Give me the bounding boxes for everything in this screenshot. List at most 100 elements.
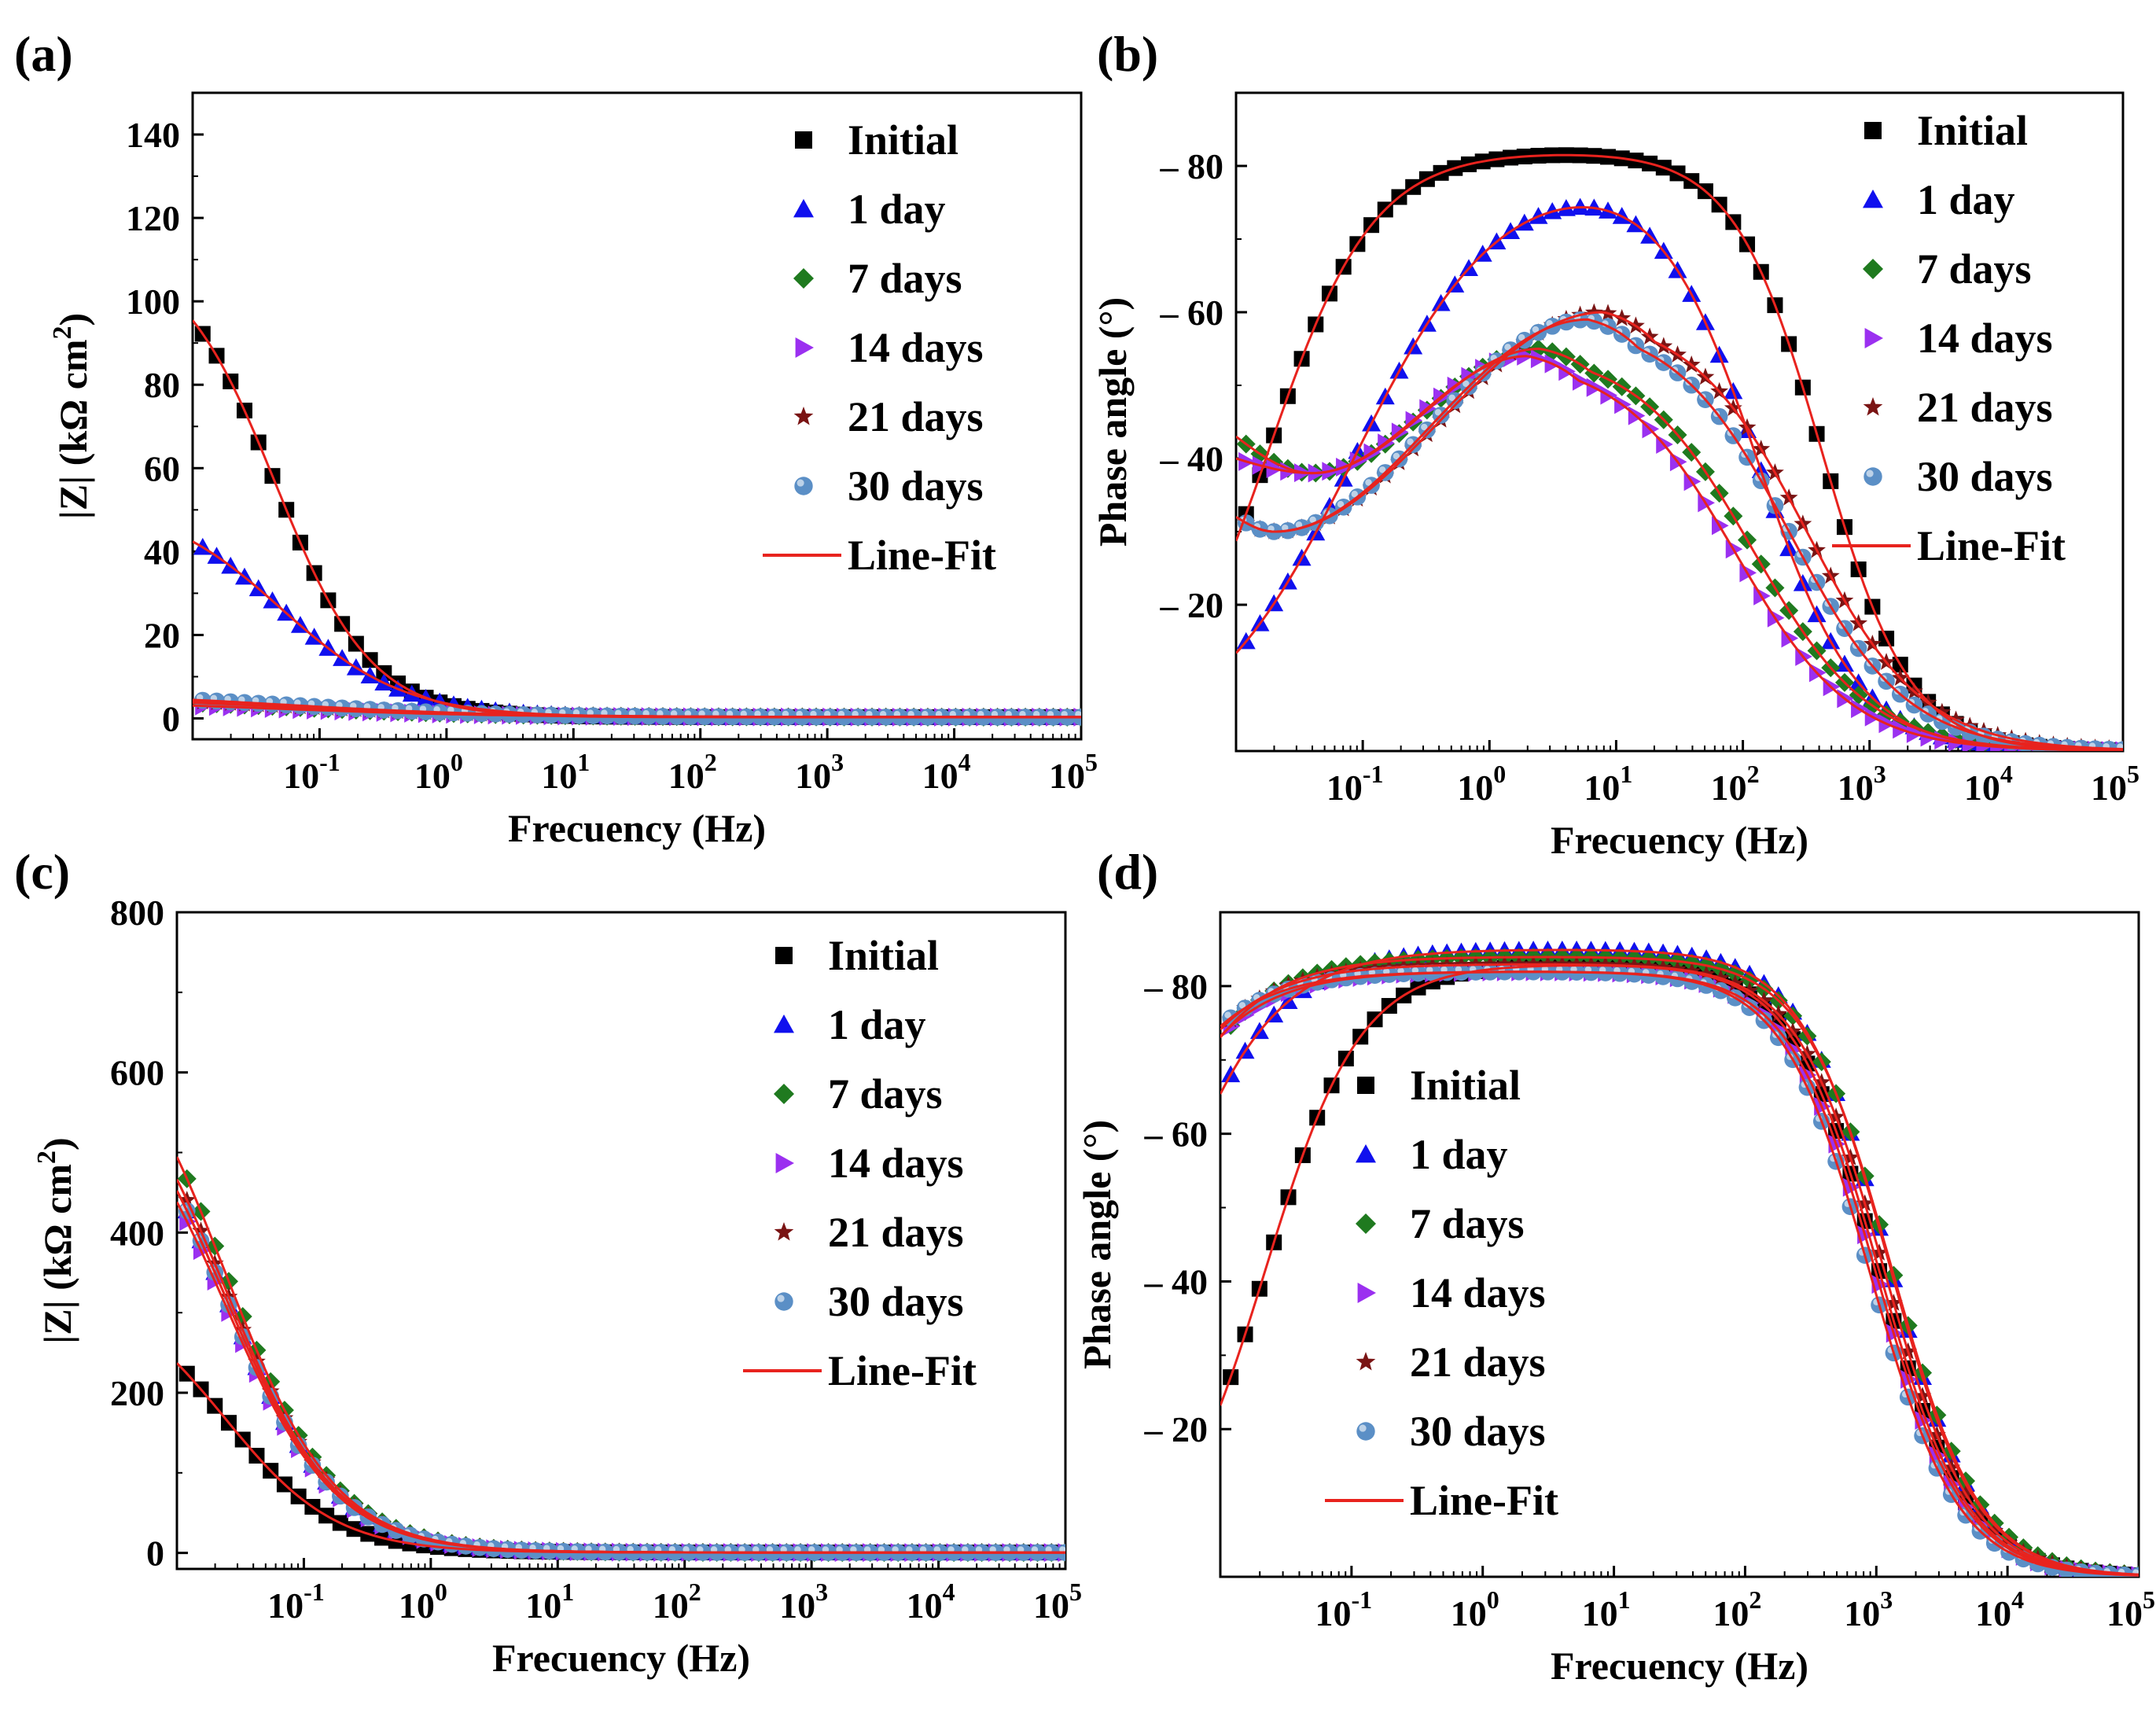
fit-line <box>193 319 1081 719</box>
x-tick-label: 101 <box>541 748 590 796</box>
x-tick-label: 10-1 <box>267 1578 325 1626</box>
x-tick-label: 103 <box>795 748 844 796</box>
legend-label: 30 days <box>848 462 984 510</box>
legend-item: 1 day <box>1863 176 2015 223</box>
legend-label: Line-Fit <box>1917 522 2066 569</box>
x-tick-label: 100 <box>414 748 463 796</box>
fit-line <box>1236 355 2123 751</box>
legend-item: Line-Fit <box>763 532 996 579</box>
y-axis-title: |Z| (kΩ cm2) <box>32 1137 79 1343</box>
legend-label: 14 days <box>848 324 984 371</box>
x-tick-label: 105 <box>1049 748 1098 796</box>
legend-item: Initial <box>775 932 939 979</box>
legend-item: Line-Fit <box>1325 1477 1558 1524</box>
x-tick-label: 10-1 <box>1315 1585 1373 1633</box>
plot-area <box>177 1156 1065 1563</box>
legend-marker-swatch <box>774 1222 794 1241</box>
legend-item: Initial <box>795 116 958 164</box>
y-axis-title: Phase angle (°) <box>1075 1120 1119 1369</box>
legend-label: Initial <box>1410 1062 1521 1109</box>
y-tick-label: – 80 <box>1144 967 1209 1007</box>
legend-marker-swatch <box>1356 1422 1375 1441</box>
x-tick-label: 100 <box>1457 760 1506 808</box>
plot-frame <box>175 911 1067 1571</box>
x-tick-label: 104 <box>1964 760 2013 808</box>
legend-item: 14 days <box>795 324 984 371</box>
y-tick-label: 0 <box>146 1534 164 1574</box>
legend-label: 1 day <box>1917 176 2015 223</box>
legend-item: 7 days <box>1863 245 2032 293</box>
legend-item: 14 days <box>775 1140 964 1187</box>
series-initial <box>1223 957 2139 1577</box>
x-axis-title: Frecuency (Hz) <box>508 806 766 850</box>
y-tick-label: 120 <box>126 198 180 238</box>
plot-frame <box>191 91 1083 741</box>
y-tick-label: 600 <box>110 1053 164 1093</box>
panel-label: (d) <box>1097 844 1158 900</box>
legend-item: 1 day <box>793 186 946 233</box>
series-14-days <box>1223 962 2139 1577</box>
legend-label: 21 days <box>1917 384 2053 431</box>
y-tick-label: – 60 <box>1160 293 1224 333</box>
x-tick-label: 10-1 <box>1326 760 1384 808</box>
legend-marker-swatch <box>1864 122 1882 139</box>
y-tick-label: – 80 <box>1160 146 1224 186</box>
legend: Initial 1 day 7 days 14 days 21 days 30 days L… <box>1325 1062 1558 1524</box>
x-tick-label: 100 <box>1451 1585 1499 1633</box>
y-tick-label: 400 <box>110 1213 164 1253</box>
y-tick-label: 800 <box>110 893 164 933</box>
x-tick-label: 100 <box>399 1578 447 1626</box>
x-tick-label: 104 <box>907 1578 955 1626</box>
legend-item: 14 days <box>1357 1269 1546 1316</box>
y-tick-label: – 40 <box>1144 1261 1209 1302</box>
fit-line <box>1220 970 2139 1577</box>
plot-area <box>1236 147 2123 751</box>
y-tick-label: – 20 <box>1160 585 1224 625</box>
x-tick-label: 103 <box>1844 1585 1893 1633</box>
series-initial <box>194 326 1081 725</box>
x-tick-label: 102 <box>653 1578 701 1626</box>
legend-item: Line-Fit <box>743 1347 977 1394</box>
legend-item: 21 days <box>1356 1339 1546 1386</box>
legend-marker-swatch <box>1356 1213 1376 1234</box>
fit-line <box>1220 956 2139 1576</box>
plot-frame <box>1219 911 2140 1578</box>
y-tick-label: 140 <box>126 115 180 155</box>
legend-label: 30 days <box>1410 1408 1546 1455</box>
x-tick-label: 104 <box>1975 1585 2024 1633</box>
plot-frame <box>1234 91 2125 753</box>
legend-marker-swatch <box>1356 1352 1376 1371</box>
panel-label: (a) <box>14 26 73 82</box>
fit-line <box>193 698 1081 719</box>
series-30-days <box>1222 963 2139 1577</box>
legend-item: 21 days <box>793 393 984 440</box>
legend-item: 21 days <box>774 1209 964 1256</box>
x-tick-label: 103 <box>1838 760 1886 808</box>
x-tick-label: 102 <box>1711 760 1760 808</box>
legend-label: 21 days <box>828 1209 964 1256</box>
x-axis-title: Frecuency (Hz) <box>1551 1644 1808 1688</box>
chart-panel-b: (b) 10-1 100 101 102 103 104 105 – 20 – 40 – 60 – 8… <box>1091 26 2139 862</box>
chart-panel-d: (d) 10-1 100 101 102 103 104 105 – 20 – 40 – 60 – 8… <box>1075 844 2155 1688</box>
legend-item: 30 days <box>1864 453 2053 500</box>
legend-marker-swatch <box>795 131 812 149</box>
x-tick-label: 101 <box>1582 1585 1631 1633</box>
x-tick-label: 101 <box>525 1578 574 1626</box>
legend: Initial 1 day 7 days 14 days 21 days 30 days L… <box>743 932 977 1394</box>
legend-label: 14 days <box>828 1140 964 1187</box>
legend-marker-swatch <box>1864 328 1883 348</box>
legend-label: 1 day <box>828 1001 926 1048</box>
legend-label: 7 days <box>848 255 962 302</box>
legend-marker-swatch <box>1356 1144 1376 1163</box>
legend-label: Initial <box>1917 107 2028 154</box>
legend-label: 7 days <box>1917 245 2032 293</box>
y-tick-label: – 40 <box>1160 439 1224 479</box>
legend-marker-swatch <box>775 947 793 964</box>
x-tick-label: 105 <box>2106 1585 2155 1633</box>
y-tick-label: – 20 <box>1144 1409 1209 1449</box>
y-tick-label: 0 <box>162 698 180 738</box>
fit-line <box>1236 318 2123 751</box>
x-tick-label: 103 <box>779 1578 828 1626</box>
legend-label: 21 days <box>848 393 984 440</box>
